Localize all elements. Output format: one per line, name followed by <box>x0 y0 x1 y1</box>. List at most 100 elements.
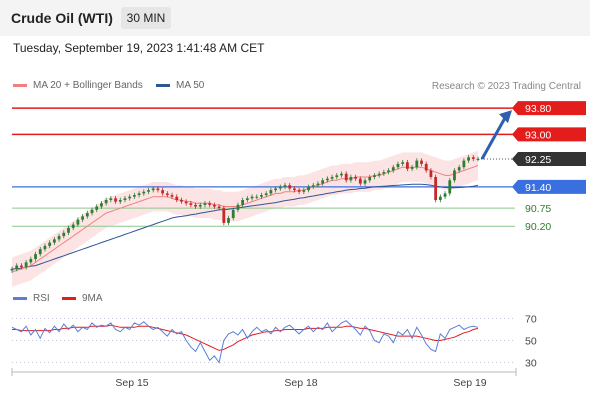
level-label-93.80: 93.80 <box>525 103 551 115</box>
candle-body <box>405 162 409 169</box>
level-label-90.20: 90.20 <box>525 221 551 233</box>
candle-body <box>20 265 23 268</box>
candle-body <box>368 177 372 181</box>
candle-body <box>62 232 66 237</box>
candle-body <box>147 190 150 192</box>
candle-body <box>293 188 296 191</box>
legend-swatch-rsi <box>13 296 27 300</box>
legend-item-ma50: MA 50 <box>156 80 204 91</box>
candle-body <box>24 262 28 268</box>
legend-label-ma50: MA 50 <box>176 80 205 91</box>
level-tag-91.40 <box>512 179 586 194</box>
candle-body <box>264 193 268 196</box>
candle-body <box>438 196 442 200</box>
candle-body <box>76 219 80 225</box>
candle-body <box>321 180 325 184</box>
candle-body <box>241 199 245 205</box>
candle-body <box>227 218 230 223</box>
candle-body <box>410 167 414 169</box>
candle-body <box>231 209 235 219</box>
candle-body <box>358 178 362 184</box>
candle-body <box>123 198 127 200</box>
candle-body <box>297 190 301 192</box>
legend-label-rsi: RSI <box>33 293 50 304</box>
candle-body <box>85 213 89 217</box>
candle-body <box>189 203 193 205</box>
candle-body <box>175 196 179 200</box>
candle-body <box>156 188 160 191</box>
candle-body <box>274 188 277 191</box>
candle-body <box>453 170 456 181</box>
candle-body <box>208 203 212 205</box>
candle-body <box>448 180 452 194</box>
candle-body <box>316 183 320 186</box>
candle-body <box>467 157 470 161</box>
candle-body <box>151 188 155 191</box>
candle-body <box>203 203 207 205</box>
candle-body <box>52 239 56 243</box>
candle-body <box>269 190 273 194</box>
candle-body <box>462 160 466 168</box>
timestamp: Tuesday, September 19, 2023 1:41:48 AM C… <box>13 41 265 55</box>
level-tag-92.25 <box>512 151 586 166</box>
candle-body <box>10 268 14 271</box>
legend-item-9ma: 9MA <box>62 293 103 304</box>
legend-swatch-ma50 <box>156 83 170 87</box>
candle-body <box>100 203 103 207</box>
candle-body <box>213 204 216 207</box>
level-label-92.25: 92.25 <box>525 154 551 166</box>
candle-body <box>335 175 339 178</box>
x-tick-label: Sep 15 <box>115 377 148 389</box>
legend-item-ma20: MA 20 + Bollinger Bands <box>13 80 143 91</box>
candle-body <box>330 177 334 179</box>
level-tag-93.00 <box>512 127 586 142</box>
level-label-91.40: 91.40 <box>525 182 551 194</box>
candle-body <box>137 193 141 196</box>
candle-body <box>71 224 75 228</box>
instrument-title: Crude Oil (WTI) <box>11 10 113 26</box>
candle-body <box>170 195 174 197</box>
candle-body <box>184 201 188 204</box>
rsi-level-label-30: 30 <box>525 358 537 370</box>
candle-body <box>90 209 94 214</box>
candle-body <box>95 206 99 210</box>
candle-body <box>307 186 310 191</box>
candle-body <box>354 177 358 179</box>
level-label-90.75: 90.75 <box>525 203 551 215</box>
candle-body <box>180 199 183 202</box>
candle-body <box>222 208 226 223</box>
candle-body <box>471 157 475 159</box>
candle-body <box>283 185 287 187</box>
candle-body <box>34 254 37 260</box>
level-tag-93.80 <box>512 101 586 116</box>
candle-body <box>278 186 282 189</box>
candle-body <box>217 206 221 209</box>
x-tick-label: Sep 18 <box>284 377 317 389</box>
x-tick-label: Sep 19 <box>453 377 486 389</box>
candle-body <box>38 249 42 255</box>
candle-body <box>457 167 461 171</box>
candle-body <box>476 158 480 160</box>
candle-body <box>118 199 122 202</box>
legend-item-rsi: RSI <box>13 293 50 304</box>
level-label-93.00: 93.00 <box>525 129 551 141</box>
candle-body <box>250 196 254 199</box>
candle-body <box>373 175 376 178</box>
candle-body <box>165 193 169 196</box>
rsi-line <box>11 320 479 364</box>
candle-body <box>325 178 329 181</box>
candle-body <box>382 172 386 174</box>
bollinger-band <box>12 150 478 287</box>
candle-body <box>349 177 353 181</box>
candle-body <box>443 193 447 197</box>
candle-body <box>424 163 428 171</box>
candle-body <box>81 216 85 220</box>
candle-body <box>128 196 132 199</box>
candle-body <box>104 199 108 204</box>
timeframe-badge[interactable]: 30 MIN <box>121 7 171 29</box>
candle-body <box>401 162 405 164</box>
legend-label-9ma: 9MA <box>82 293 103 304</box>
candle-body <box>288 185 292 189</box>
candle-body <box>255 196 259 198</box>
